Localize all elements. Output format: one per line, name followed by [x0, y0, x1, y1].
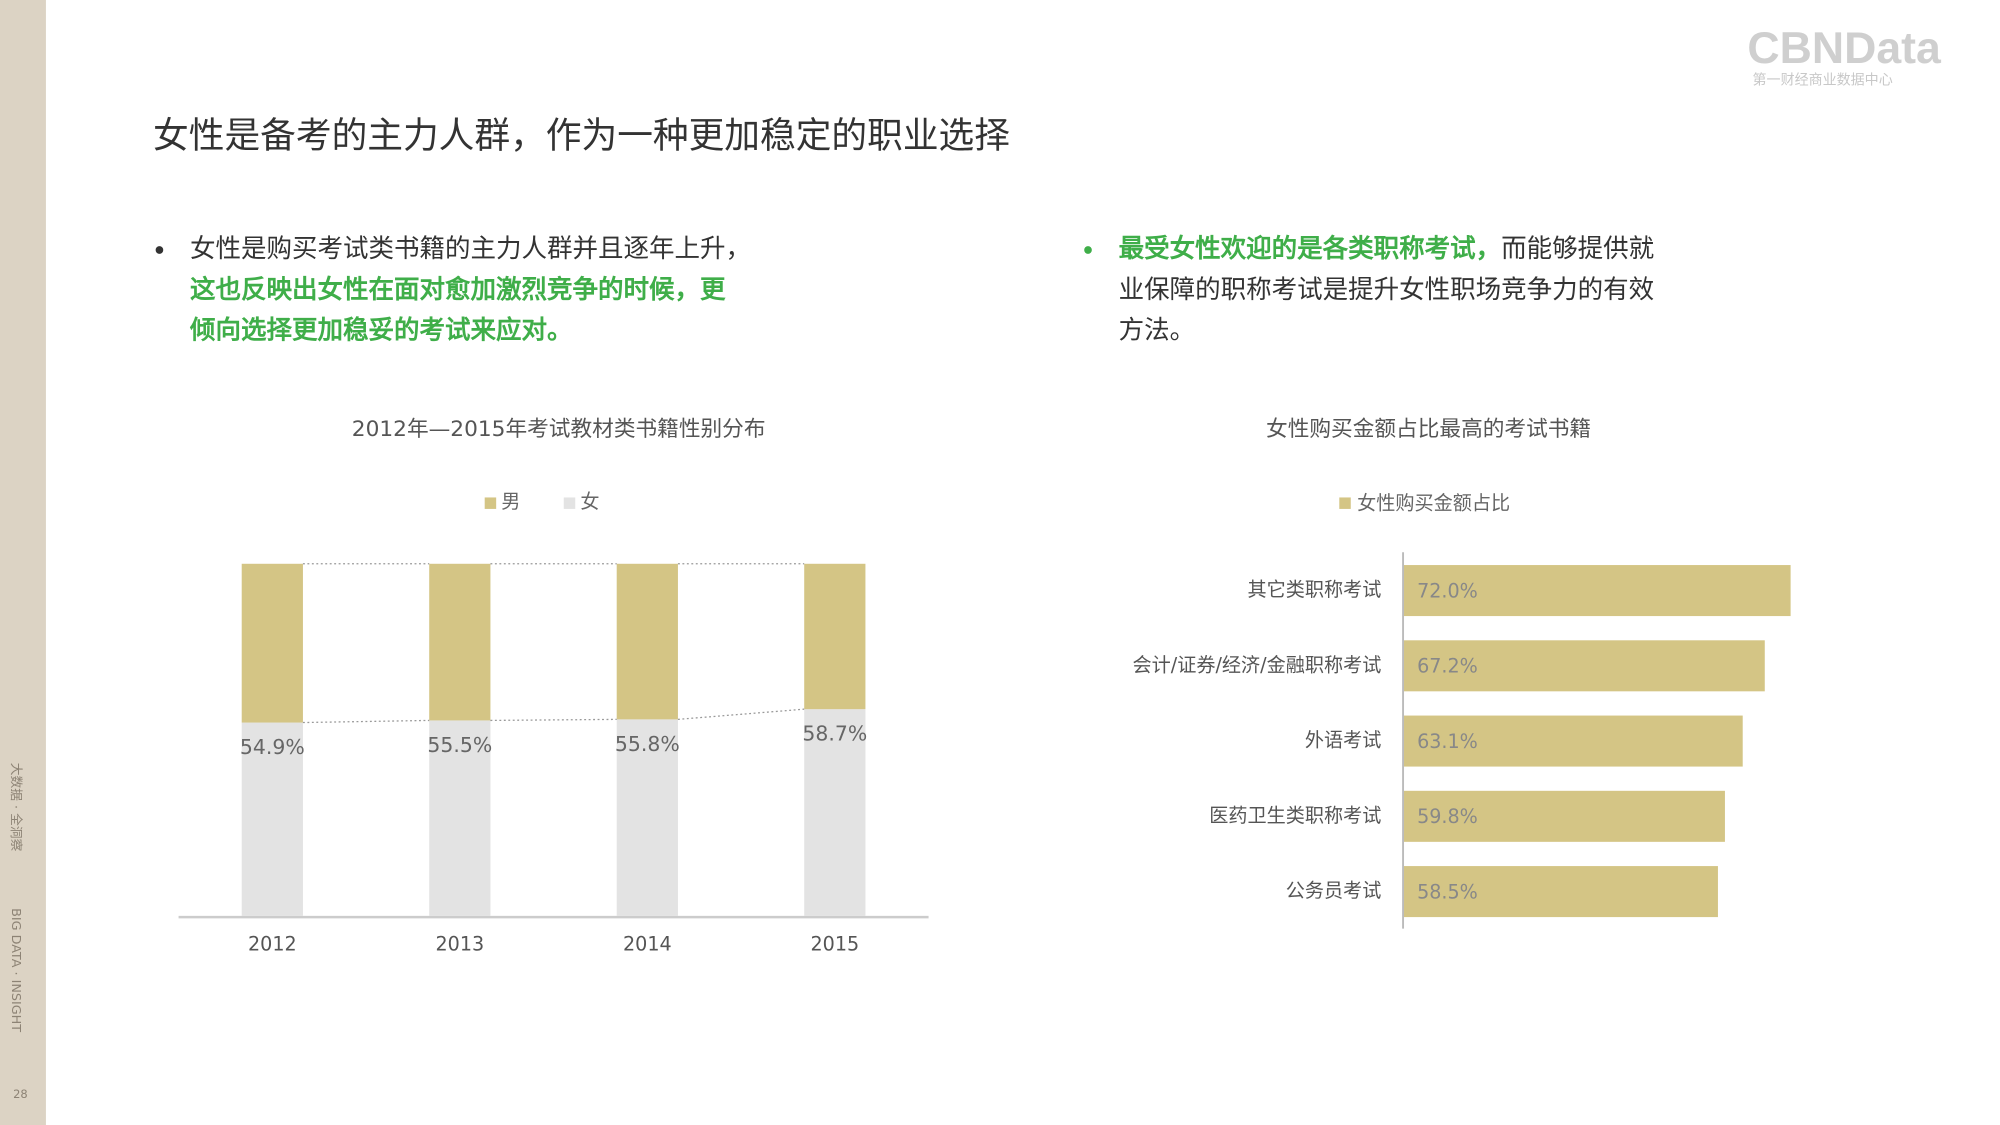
y-tick-label: 医药卫生类职称考试 — [1209, 804, 1381, 827]
value-label: 58.7% — [802, 722, 867, 746]
value-label: 67.2% — [1417, 655, 1478, 678]
chart-title: 女性购买金额占比最高的考试书籍 — [1266, 417, 1591, 442]
bar-segment — [241, 722, 303, 916]
connector — [490, 718, 617, 722]
legend-label: 女 — [580, 490, 599, 513]
logo: CBNData — [1747, 24, 1942, 73]
legend-swatch — [563, 497, 576, 509]
x-tick-label: 2014 — [623, 933, 672, 956]
bullet-line: 方法。 — [1119, 316, 1196, 346]
value-label: 59.8% — [1417, 805, 1478, 828]
bar-segment — [804, 563, 866, 710]
bullet-text: 业保障的职称考试是提升女性职场竞争力的有效 — [1119, 275, 1655, 305]
y-tick-label: 其它类职称考试 — [1248, 578, 1382, 601]
value-label: 55.8% — [615, 732, 680, 756]
x-tick-label: 2015 — [810, 933, 859, 956]
y-tick-label: 外语考试 — [1305, 729, 1382, 752]
x-tick-label: 2013 — [435, 933, 484, 956]
bar — [1403, 790, 1725, 842]
bullet-line: 业保障的职称考试是提升女性职场竞争力的有效 — [1119, 275, 1655, 305]
bullet-line: 最受女性欢迎的是各类职称考试，而能够提供就 — [1119, 234, 1655, 264]
sidebar — [0, 0, 46, 1125]
legend-label: 男 — [501, 490, 520, 513]
bullet-text: 倾向选择更加稳妥的考试来应对。 — [189, 316, 573, 346]
content: 女性是购买考试类书籍的主力人群并且逐年上升， 这也反映出女性在面对愈加激烈竞争的时… — [155, 234, 1791, 956]
connector — [302, 719, 430, 724]
legend-swatch — [1339, 497, 1351, 509]
value-label: 58.5% — [1417, 880, 1478, 903]
bar-segment — [804, 709, 866, 916]
bar — [1403, 565, 1791, 617]
value-label: 63.1% — [1417, 730, 1478, 753]
bullet-dot — [155, 246, 164, 254]
bullet-line: 女性是购买考试类书籍的主力人群并且逐年上升， — [190, 234, 751, 264]
bullet-text: 方法。 — [1119, 316, 1196, 346]
y-tick-label: 公务员考试 — [1286, 879, 1382, 902]
value-label: 54.9% — [240, 735, 305, 759]
bar-segment — [429, 563, 491, 721]
bullet-line: 这也反映出女性在面对愈加激烈竞争的时候，更 — [190, 275, 726, 305]
sidebar-en: BIG DATA · INSIGHT — [8, 908, 23, 1032]
connector — [677, 708, 805, 721]
bar — [1403, 640, 1765, 692]
chart-title: 2012年—2015年考试教材类书籍性别分布 — [352, 417, 766, 442]
bullet-text: 而能够提供就 — [1501, 234, 1654, 264]
bullet-text: 最受女性欢迎的是各类职称考试， — [1119, 234, 1502, 264]
value-label: 72.0% — [1417, 579, 1478, 602]
bullet-text: 这也反映出女性在面对愈加激烈竞争的时候，更 — [190, 275, 726, 305]
bar-segment — [429, 720, 491, 916]
page-number: 28 — [13, 1087, 28, 1101]
legend-swatch — [484, 497, 497, 509]
bullet-dot — [1084, 246, 1092, 254]
y-tick-label: 会计/证券/经济/金融职称考试 — [1133, 653, 1382, 676]
x-tick-label: 2012 — [248, 933, 297, 956]
bar-segment — [616, 719, 678, 916]
bullet-text: 女性是购买考试类书籍的主力人群并且逐年上升， — [190, 234, 751, 264]
bar — [1403, 866, 1718, 918]
value-label: 55.5% — [427, 733, 492, 757]
bar-segment — [616, 563, 678, 720]
bar — [1403, 715, 1743, 767]
bar-segment — [241, 563, 303, 723]
sidebar-cn: 大数据 · 全洞察 — [8, 763, 24, 852]
bullet-line: 倾向选择更加稳妥的考试来应对。 — [189, 316, 573, 346]
legend-label: 女性购买金额占比 — [1357, 491, 1510, 514]
logo-tagline: 第一财经商业数据中心 — [1753, 71, 1893, 88]
page-title: 女性是备考的主力人群，作为一种更加稳定的职业选择 — [153, 116, 1010, 157]
